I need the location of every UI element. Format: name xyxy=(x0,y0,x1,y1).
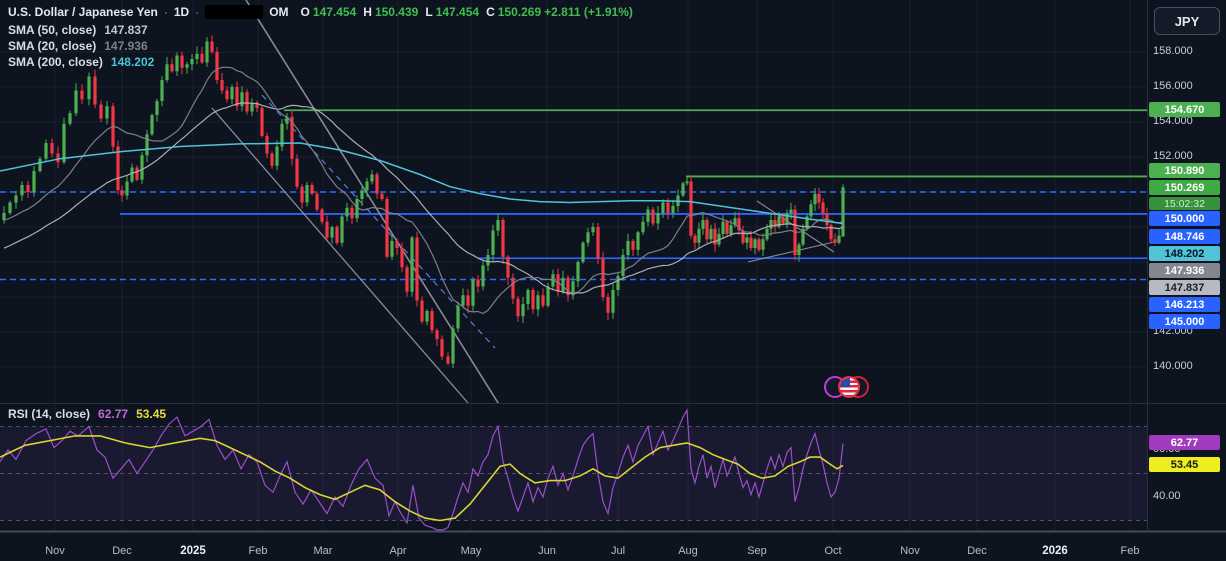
change-value: +2.811 (+1.91%) xyxy=(544,5,633,19)
price-level-badge: 147.936 xyxy=(1149,263,1220,278)
redaction-box xyxy=(205,5,264,19)
indicator-legend-row[interactable]: SMA (20, close) 147.936 xyxy=(8,38,154,54)
currency-toggle-button[interactable]: JPY xyxy=(1154,7,1220,35)
time-axis-label: Dec xyxy=(112,545,132,557)
sma200-line xyxy=(0,142,844,225)
separator-dot: · xyxy=(163,5,168,19)
price-level-badge: 146.213 xyxy=(1149,297,1220,312)
rsi-value-badge: 53.45 xyxy=(1149,457,1220,473)
sma20-line xyxy=(3,66,844,315)
price-axis-label: 152.000 xyxy=(1153,150,1193,162)
exchange-suffix: OM xyxy=(269,5,289,19)
indicator-value: 148.202 xyxy=(110,55,155,69)
close-label: C xyxy=(486,5,495,19)
indicator-label: SMA (200, close) xyxy=(8,55,103,69)
price-level-badge: 148.746 xyxy=(1149,229,1220,244)
rsi-value-badge: 62.77 xyxy=(1149,435,1220,451)
high-label: H xyxy=(363,5,372,19)
low-value: 147.454 xyxy=(435,5,480,19)
separator-dot: · xyxy=(195,5,200,19)
last-price-time-badge: 15:02:32 xyxy=(1149,197,1220,210)
rsi-ma-line xyxy=(0,435,844,522)
time-axis-label: Sep xyxy=(747,545,767,557)
price-axis-label: 158.000 xyxy=(1153,45,1193,57)
rsi-axis-label: 40.00 xyxy=(1153,490,1181,502)
price-axis-label: 156.000 xyxy=(1153,80,1193,92)
time-axis-label: Feb xyxy=(1120,545,1140,557)
indicator-value: 147.936 xyxy=(104,39,148,53)
rsi-label: RSI (14, close) xyxy=(8,407,91,421)
price-level-badge: 148.202 xyxy=(1149,246,1220,261)
price-level-badge: 147.837 xyxy=(1149,280,1220,295)
rsi-pane[interactable] xyxy=(0,408,1147,531)
close-value: 150.269 xyxy=(497,5,542,19)
price-level-badge: 154.670 xyxy=(1149,102,1220,117)
ohlc-readout: O 147.454 H 150.439 L 147.454 C 150.269 … xyxy=(301,5,633,19)
time-axis-label: May xyxy=(460,545,482,557)
time-axis-label: Aug xyxy=(678,545,698,557)
price-level-badge: 150.890 xyxy=(1149,163,1220,178)
time-axis-label: Jul xyxy=(610,545,626,557)
price-level-badge: 145.000 xyxy=(1149,314,1220,329)
indicator-legend-row[interactable]: SMA (50, close) 147.837 xyxy=(8,22,154,38)
sma50-line xyxy=(3,102,844,295)
low-label: L xyxy=(425,5,433,19)
rsi-legend-row[interactable]: RSI (14, close) 62.77 53.45 xyxy=(8,407,166,421)
timeframe-label[interactable]: 1D xyxy=(173,5,190,19)
time-axis-label: Jun xyxy=(538,545,556,557)
time-axis-label: Feb xyxy=(248,545,268,557)
indicator-value: 147.837 xyxy=(104,23,148,37)
symbol-legend-row[interactable]: U.S. Dollar / Japanese Yen · 1D · OM O 1… xyxy=(8,5,633,19)
time-axis-label: Nov xyxy=(900,545,920,557)
time-axis-label: 2025 xyxy=(180,545,206,557)
price-axis-label: 140.000 xyxy=(1153,360,1193,372)
us-flag-event-icon[interactable] xyxy=(838,376,860,398)
time-axis-label: Dec xyxy=(967,545,987,557)
indicator-label: SMA (50, close) xyxy=(8,23,97,37)
open-label: O xyxy=(300,5,310,19)
high-value: 150.439 xyxy=(374,5,419,19)
indicator-label: SMA (20, close) xyxy=(8,39,97,53)
indicator-legend-row[interactable]: SMA (200, close) 148.202 xyxy=(8,54,154,70)
price-pane[interactable] xyxy=(0,0,1147,406)
rsi-ma-value: 53.45 xyxy=(136,407,167,421)
time-axis-label: Apr xyxy=(389,545,407,557)
price-axis-label: 154.000 xyxy=(1153,115,1193,127)
time-axis-label: Mar xyxy=(313,545,333,557)
us-flag-canton xyxy=(840,378,850,387)
event-markers[interactable] xyxy=(824,376,869,400)
open-value: 147.454 xyxy=(312,5,357,19)
price-level-badge: 150.269 xyxy=(1149,180,1220,195)
price-level-badge: 150.000 xyxy=(1149,211,1220,226)
time-axis-label: Nov xyxy=(45,545,65,557)
rsi-line xyxy=(0,408,844,531)
time-axis-label: 2026 xyxy=(1042,545,1068,557)
indicator-legend: SMA (50, close) 147.837 SMA (20, close) 147… xyxy=(8,22,154,70)
time-axis-label: Oct xyxy=(824,545,842,557)
rsi-value: 62.77 xyxy=(98,407,129,421)
symbol-title: U.S. Dollar / Japanese Yen xyxy=(8,5,158,19)
